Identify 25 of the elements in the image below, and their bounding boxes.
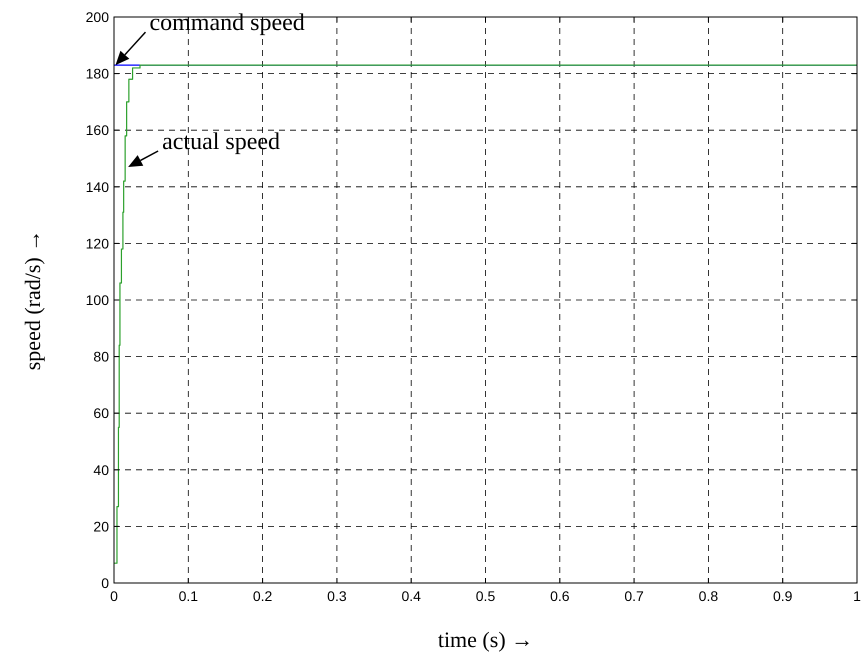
y-tick-label: 160 <box>86 122 110 138</box>
y-tick-label: 0 <box>101 575 110 591</box>
x-tick-label: 0.5 <box>476 588 496 604</box>
x-tick-label: 0.7 <box>624 588 644 604</box>
x-tick-label: 1 <box>853 588 862 604</box>
y-tick-label: 20 <box>93 518 110 534</box>
annotation: actual speed <box>162 128 280 155</box>
y-tick-label: 120 <box>86 235 110 252</box>
x-tick-label: 0.4 <box>401 588 422 604</box>
y-tick-label: 100 <box>86 292 110 308</box>
y-axis-title: speed (rad/s) → <box>20 230 45 370</box>
x-tick-label: 0.6 <box>550 588 570 604</box>
y-tick-label: 140 <box>86 178 110 195</box>
annotation: command speed <box>149 10 305 36</box>
x-tick-label: 0.8 <box>698 588 718 604</box>
x-tick-label: 0.2 <box>252 588 273 604</box>
x-tick-label: 0.9 <box>772 588 793 604</box>
y-tick-label: 80 <box>93 348 110 365</box>
y-tick-label: 200 <box>86 9 110 25</box>
x-tick-label: 0.3 <box>327 588 347 604</box>
y-tick-label: 60 <box>93 405 110 422</box>
y-tick-label: 40 <box>93 462 110 478</box>
x-axis-title: time (s) → <box>438 627 534 652</box>
x-tick-label: 0.1 <box>178 588 198 604</box>
y-tick-label: 180 <box>86 66 110 82</box>
